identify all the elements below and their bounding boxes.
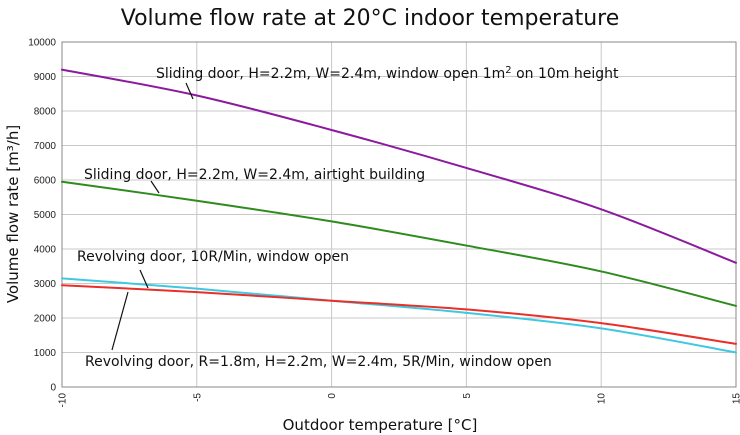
plot-frame bbox=[61, 41, 737, 388]
y-tick-label: 9000 bbox=[34, 72, 57, 83]
chart-title: Volume flow rate at 20°C indoor temperat… bbox=[121, 6, 620, 31]
annotation-leader-4 bbox=[111, 291, 129, 351]
x-tick-label: 5 bbox=[462, 393, 473, 399]
y-tick-label: 3000 bbox=[34, 279, 57, 290]
annotation-sliding-airtight: Sliding door, H=2.2m, W=2.4m, airtight b… bbox=[84, 167, 425, 183]
grid bbox=[61, 41, 737, 388]
x-tick-label: 0 bbox=[327, 393, 338, 399]
series-group bbox=[61, 68, 737, 354]
annotation-revolving-5r: Revolving door, R=1.8m, H=2.2m, W=2.4m, … bbox=[85, 354, 552, 370]
x-tick-label: 10 bbox=[597, 393, 608, 405]
x-tick-label: -5 bbox=[192, 393, 203, 402]
y-tick-label: 5000 bbox=[34, 210, 57, 221]
annotation-leader-3 bbox=[139, 269, 149, 289]
annotation-sliding-window-open: Sliding door, H=2.2m, W=2.4m, window ope… bbox=[156, 65, 619, 82]
y-tick-label: 4000 bbox=[34, 245, 57, 256]
annotation-revolving-10r: Revolving door, 10R/Min, window open bbox=[77, 249, 349, 265]
annotation-leader-2 bbox=[150, 180, 160, 194]
tick-labels: 0100020003000400050006000700080009000100… bbox=[28, 38, 740, 408]
y-axis-label: Volume flow rate [m³/h] bbox=[4, 125, 22, 303]
series-line-4 bbox=[61, 284, 737, 345]
x-tick-label: -10 bbox=[58, 393, 69, 408]
y-tick-label: 2000 bbox=[34, 314, 57, 325]
y-tick-label: 7000 bbox=[34, 141, 57, 152]
series-line-1 bbox=[61, 68, 737, 264]
y-tick-label: 1000 bbox=[34, 348, 57, 359]
y-tick-label: 0 bbox=[50, 383, 56, 394]
y-tick-label: 10000 bbox=[28, 38, 56, 49]
series-line-2 bbox=[61, 180, 737, 307]
y-tick-label: 6000 bbox=[34, 176, 57, 187]
y-tick-label: 8000 bbox=[34, 107, 57, 118]
x-axis-label: Outdoor temperature [°C] bbox=[283, 416, 478, 434]
series-line-3 bbox=[61, 277, 737, 354]
annotation-leader-1 bbox=[185, 82, 194, 100]
x-tick-label: 15 bbox=[732, 393, 740, 405]
